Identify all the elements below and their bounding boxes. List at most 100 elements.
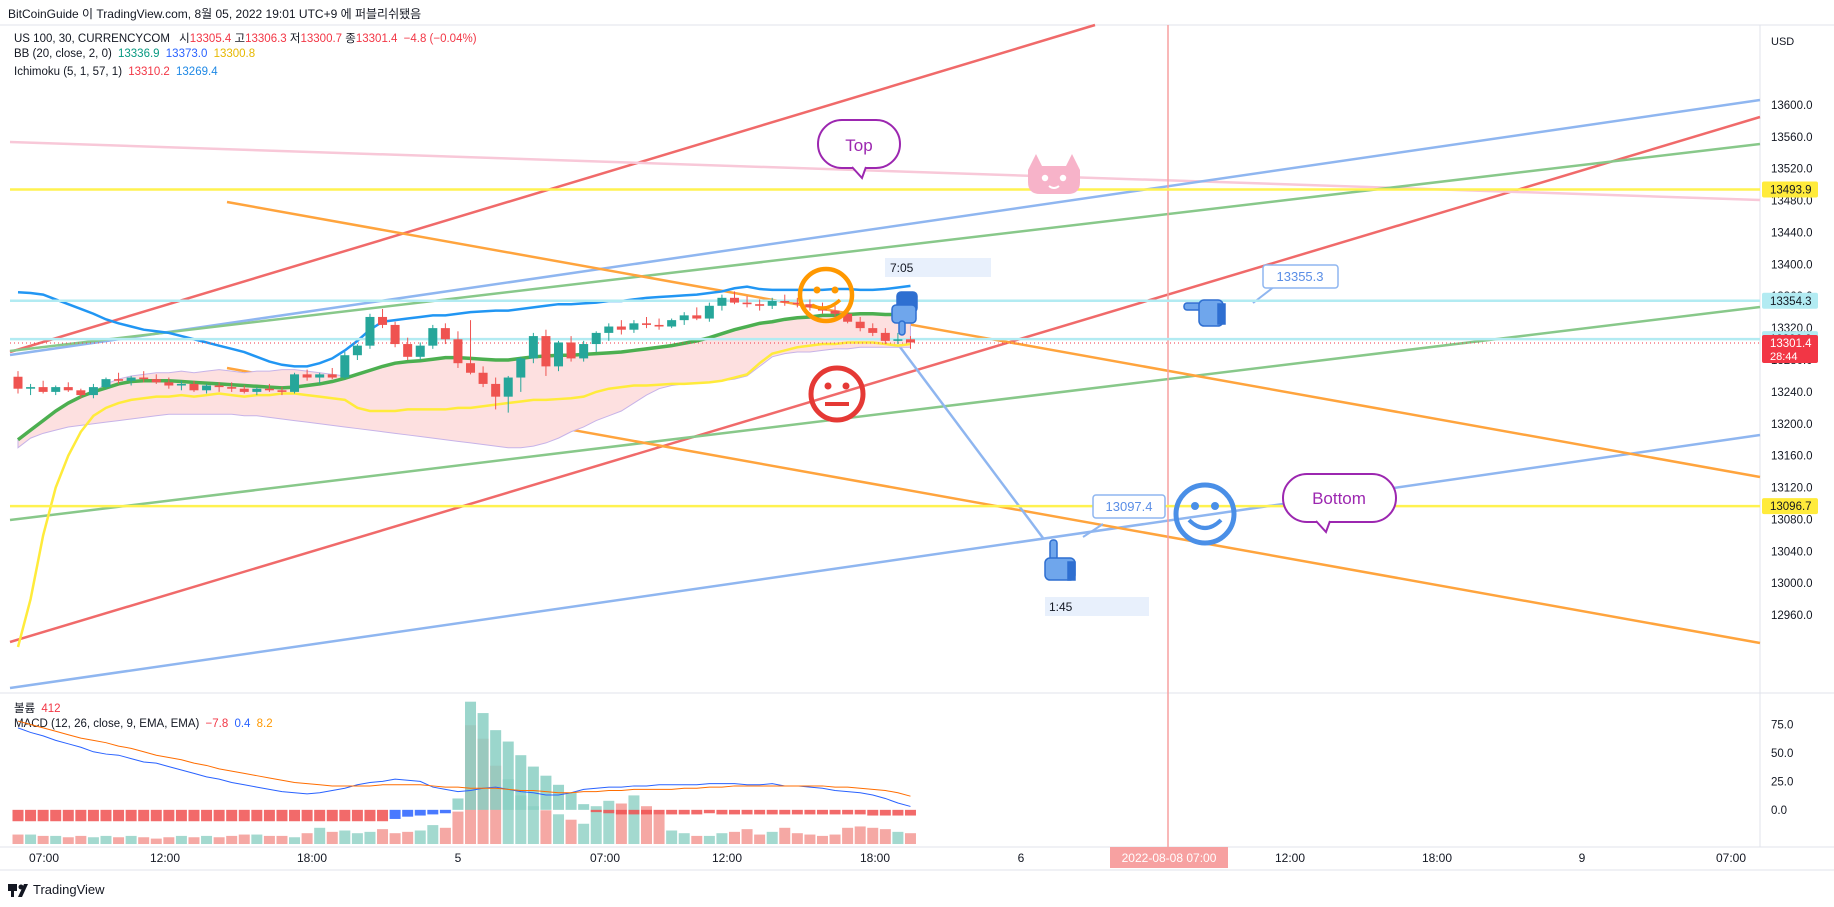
neutral-emoji-icon[interactable] [808, 365, 866, 423]
candle[interactable] [378, 308, 388, 329]
candle[interactable] [76, 388, 86, 399]
candle[interactable] [290, 372, 300, 394]
candle[interactable] [478, 366, 488, 388]
candle[interactable] [830, 305, 840, 317]
candle[interactable] [340, 352, 350, 380]
candle[interactable] [616, 320, 626, 335]
ichimoku-legend[interactable]: Ichimoku (5, 1, 57, 1) 13310.2 13269.4 [14, 66, 218, 78]
candle[interactable] [101, 377, 111, 389]
candle[interactable] [591, 331, 601, 353]
candle[interactable] [327, 367, 337, 380]
smile-emoji-icon[interactable] [1173, 482, 1237, 546]
candle[interactable] [151, 374, 161, 384]
candle[interactable] [26, 383, 36, 396]
upper-target-label[interactable]: 13355.3 [1262, 264, 1339, 289]
top-callout[interactable]: Top [817, 119, 901, 180]
volume-legend[interactable]: 볼륨 412 [14, 700, 61, 716]
time-label-bottom[interactable]: 1:45 [1045, 597, 1149, 616]
candle[interactable] [604, 323, 614, 341]
candle[interactable] [679, 312, 689, 325]
price-label[interactable]: 13096.7 [1762, 498, 1818, 515]
candle[interactable] [729, 291, 739, 305]
candle[interactable] [516, 356, 526, 392]
candle[interactable] [315, 372, 325, 384]
candle[interactable] [13, 371, 23, 394]
candle[interactable] [252, 387, 262, 396]
projection-arrow[interactable] [895, 342, 1045, 539]
candle[interactable] [63, 382, 73, 392]
price-label[interactable]: 13354.3 [1762, 292, 1818, 309]
time-label-top[interactable]: 7:05 [885, 258, 991, 277]
candle[interactable] [466, 320, 476, 375]
candle[interactable] [642, 316, 651, 329]
candle[interactable] [189, 380, 199, 392]
smirk-emoji-icon[interactable] [797, 266, 855, 324]
macd-line[interactable] [17, 727, 911, 807]
candle[interactable] [38, 380, 48, 394]
candle[interactable] [51, 385, 61, 396]
candle[interactable] [202, 383, 212, 394]
candle[interactable] [264, 383, 274, 392]
candle[interactable] [227, 382, 237, 392]
candle[interactable] [805, 299, 815, 311]
candle[interactable] [755, 299, 765, 311]
pointing-hand-down-icon[interactable] [1044, 539, 1076, 581]
candle[interactable] [114, 372, 124, 384]
candles-group[interactable] [13, 291, 915, 413]
red-channel-lower[interactable] [9, 115, 1761, 644]
candle[interactable] [792, 297, 802, 308]
bb-upper-line[interactable] [17, 284, 911, 368]
green-channel-lower[interactable] [9, 305, 1761, 522]
candle[interactable] [629, 320, 639, 333]
candle[interactable] [390, 321, 400, 348]
trend-lines[interactable] [9, 23, 1761, 847]
candle[interactable] [868, 323, 878, 337]
bb-legend[interactable]: BB (20, close, 2, 0) 13336.9 13373.0 133… [14, 48, 255, 60]
candle[interactable] [164, 377, 174, 389]
symbol-name[interactable]: US 100, 30, CURRENCYCOM [14, 33, 170, 45]
lower-target-label[interactable]: 13097.4 [1092, 494, 1166, 519]
candle[interactable] [880, 328, 890, 345]
candle[interactable] [541, 329, 551, 376]
blue-channel-upper[interactable] [9, 98, 1761, 357]
candle[interactable] [893, 332, 903, 345]
candle[interactable] [403, 337, 413, 360]
candle[interactable] [440, 323, 450, 345]
candle[interactable] [717, 294, 727, 311]
candle[interactable] [579, 340, 589, 362]
candle[interactable] [415, 342, 425, 360]
candle[interactable] [554, 340, 564, 372]
candle[interactable] [214, 382, 224, 392]
candle[interactable] [126, 375, 136, 386]
price-label[interactable]: 13301.428:44 [1762, 334, 1818, 363]
ichimoku-lead-line[interactable] [16, 341, 911, 648]
signal-line[interactable] [17, 720, 911, 797]
candle[interactable] [302, 369, 312, 381]
pointing-hand-up-icon[interactable] [891, 291, 918, 336]
footer-brand[interactable]: TradingView [8, 882, 105, 897]
candle[interactable] [491, 377, 501, 410]
candle[interactable] [905, 336, 915, 349]
macd-legend[interactable]: MACD (12, 26, close, 9, EMA, EMA) −7.8 0… [14, 718, 273, 730]
bb-basis-line[interactable] [16, 312, 911, 442]
price-label[interactable]: 13493.9 [1762, 181, 1818, 198]
candle[interactable] [176, 380, 186, 391]
candle[interactable] [855, 316, 865, 332]
candle[interactable] [428, 324, 438, 349]
candle[interactable] [767, 297, 777, 309]
candle[interactable] [692, 307, 702, 321]
x-highlight-label[interactable]: 2022-08-08 07:00 [1110, 847, 1228, 868]
cat-face-icon[interactable] [1028, 154, 1080, 194]
candle[interactable] [352, 344, 362, 360]
candle[interactable] [667, 318, 677, 329]
candle[interactable] [139, 371, 149, 383]
candle[interactable] [453, 331, 463, 368]
green-channel-upper[interactable] [9, 142, 1761, 353]
candle[interactable] [365, 313, 375, 349]
candle[interactable] [780, 294, 790, 306]
bottom-callout[interactable]: Bottom [1282, 473, 1397, 534]
candle[interactable] [742, 296, 752, 308]
candle[interactable] [239, 385, 249, 394]
candle[interactable] [503, 375, 513, 413]
blue-channel-lower[interactable] [9, 433, 1761, 690]
